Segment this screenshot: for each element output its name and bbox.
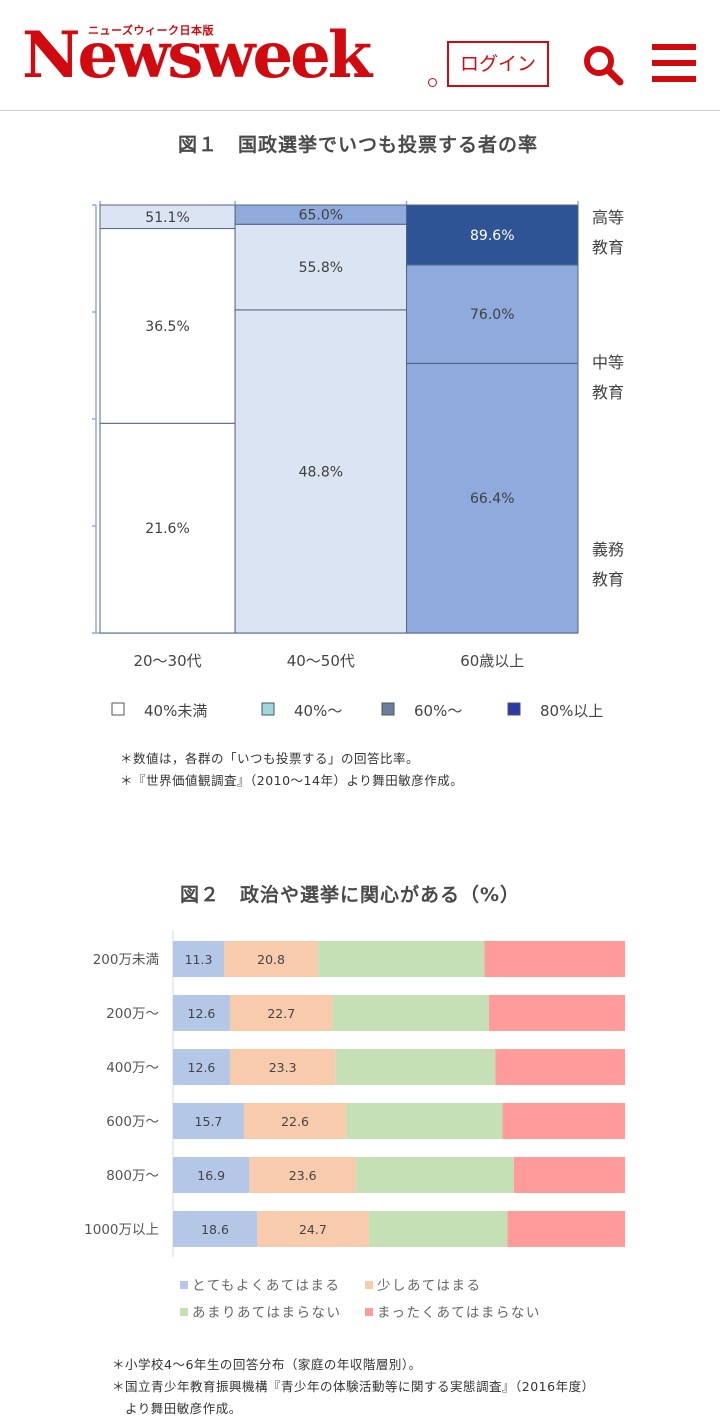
fig1-cell-label: 89.6% [470, 228, 514, 244]
fig2-bar-segment [356, 1157, 514, 1193]
fig2-category-label: 1000万以上 [84, 1222, 159, 1238]
fig1-row-label: 義務 [592, 540, 624, 559]
fig1-cell-label: 51.1% [145, 210, 189, 226]
fig2-category-label: 200万〜 [106, 1006, 159, 1022]
figure2-chart: 11.3 20.8 200万未満 12.6 22.7 200万〜 12.6 23.3 400万〜… [84, 930, 625, 1321]
fig2-bar-segment [346, 1103, 503, 1139]
fig2-bar-segment [243, 1103, 347, 1139]
fig2-bar-segment [173, 1049, 230, 1085]
fig1-x-tick-label: 60歳以上 [460, 652, 524, 670]
figure2-title: 図２ 政治や選挙に関心がある（%） [179, 884, 521, 906]
fig2-bar-segment [507, 1211, 625, 1247]
fig1-legend-label: 80%以上 [540, 702, 603, 720]
fig2-bar-label: 20.8 [257, 952, 285, 967]
figure2-note-1: ＊小学校4〜6年生の回答分布（家庭の年収階層別）。 [112, 1357, 422, 1372]
fig2-bar-label: 24.7 [299, 1222, 327, 1237]
fig1-row-label: 高等 [592, 208, 624, 227]
fig2-bar-segment [318, 941, 485, 977]
login-button[interactable]: ログイン [447, 41, 549, 87]
figure1-note-1: ＊数値は，各群の「いつも投票する」の回答比率。 [120, 751, 420, 766]
fig1-row-label: 教育 [592, 383, 624, 402]
fig2-bar-label: 12.6 [188, 1006, 216, 1021]
fig1-cell-label: 65.0% [299, 208, 343, 224]
fig2-bar-label: 23.6 [289, 1168, 317, 1183]
fig2-category-label: 600万〜 [106, 1114, 159, 1130]
fig2-bar-segment [335, 1049, 496, 1085]
fig1-cell [99, 228, 236, 424]
fig1-cell [406, 204, 579, 266]
fig2-bar-segment [173, 941, 225, 977]
fig1-x-tick-label: 40〜50代 [287, 652, 355, 670]
fig1-legend-label: 40%〜 [294, 702, 342, 720]
fig2-category-label: 800万〜 [106, 1168, 159, 1184]
figure1-note-2: ＊『世界価値観調査』（2010〜14年）より舞田敏彦作成。 [120, 773, 464, 788]
fig2-bar-segment [229, 995, 333, 1031]
fig2-bar-segment [502, 1103, 625, 1139]
fig2-bar-label: 15.7 [195, 1114, 223, 1129]
figure2-note-3: より舞田敏彦作成。 [112, 1401, 242, 1416]
figure2-note-2: ＊国立青少年教育振興機構『青少年の体験活動等に関する実態調査』（2016年度） [112, 1379, 595, 1394]
fig1-cell-label: 21.6% [145, 521, 189, 537]
fig2-legend-label: 少しあてはまる [377, 1278, 481, 1294]
fig1-cell-label: 55.8% [299, 260, 343, 276]
fig2-legend-label: まったくあてはまらない [377, 1305, 541, 1321]
fig2-bar-segment [173, 1103, 244, 1139]
fig1-row-label: 教育 [592, 570, 624, 589]
site-header: ニューズウィーク日本版 Newsweek ログイン [0, 0, 720, 111]
fig2-bar-segment [495, 1049, 625, 1085]
fig2-bar-label: 12.6 [188, 1060, 216, 1075]
fig2-bar-segment [173, 1211, 258, 1247]
fig1-cell [234, 223, 408, 311]
hamburger-menu-icon[interactable] [652, 44, 696, 82]
fig2-category-label: 400万〜 [106, 1060, 159, 1076]
fig2-bar-label: 16.9 [197, 1168, 225, 1183]
logo-tagline: ニューズウィーク日本版 [88, 24, 214, 37]
fig1-legend-swatch [381, 702, 395, 716]
fig2-legend-swatch [365, 1281, 373, 1289]
fig2-bar-label: 18.6 [201, 1222, 229, 1237]
fig2-bar-segment [173, 1157, 250, 1193]
fig1-legend-swatch [111, 702, 125, 716]
fig2-bar-label: 22.6 [281, 1114, 309, 1129]
fig2-legend-swatch [180, 1308, 188, 1316]
fig1-x-tick-label: 20〜30代 [133, 652, 201, 670]
fig1-row-label: 中等 [592, 353, 624, 372]
fig2-category-label: 200万未満 [93, 952, 159, 968]
figure1-title: 図１ 国政選挙でいつも投票する者の率 [177, 134, 538, 156]
fig2-bar-label: 11.3 [185, 952, 213, 967]
fig2-bar-segment [249, 1157, 357, 1193]
registered-mark-icon [428, 78, 437, 87]
fig1-row-label: 教育 [592, 238, 624, 257]
fig2-bar-segment [173, 995, 230, 1031]
fig1-cell [234, 309, 408, 634]
fig2-bar-label: 22.7 [267, 1006, 295, 1021]
fig2-bar-segment [229, 1049, 336, 1085]
fig2-bar-segment [224, 941, 319, 977]
fig2-bar-segment [332, 995, 489, 1031]
newsweek-logo[interactable]: Newsweek [22, 18, 372, 93]
fig1-cell [406, 264, 579, 364]
fig1-cell-label: 76.0% [470, 307, 514, 323]
fig1-cell-label: 36.5% [145, 319, 189, 335]
fig1-cell-label: 66.4% [470, 491, 514, 507]
fig1-cell [99, 422, 236, 634]
fig2-bar-segment [513, 1157, 625, 1193]
fig1-legend-label: 60%〜 [414, 702, 462, 720]
fig1-cell-label: 48.8% [299, 464, 343, 480]
fig2-legend-swatch [180, 1281, 188, 1289]
fig2-legend-label: あまりあてはまらない [192, 1305, 341, 1321]
fig2-legend-swatch [365, 1308, 373, 1316]
figure1-chart: 21.6% 36.5% 51.1% 20〜30代 48.8% 55.8% 65.0% 40〜5… [92, 201, 624, 720]
fig2-bar-label: 23.3 [269, 1060, 297, 1075]
fig1-cell [406, 362, 579, 634]
fig1-legend-swatch [507, 702, 521, 716]
fig1-legend-swatch [261, 702, 275, 716]
search-icon[interactable] [582, 44, 624, 86]
fig2-bar-segment [368, 1211, 508, 1247]
fig2-bar-segment [257, 1211, 369, 1247]
fig1-legend-label: 40%未満 [144, 702, 207, 720]
fig2-legend-label: とてもよくあてはまる [192, 1278, 340, 1294]
fig2-bar-segment [484, 941, 625, 977]
fig2-bar-segment [488, 995, 625, 1031]
